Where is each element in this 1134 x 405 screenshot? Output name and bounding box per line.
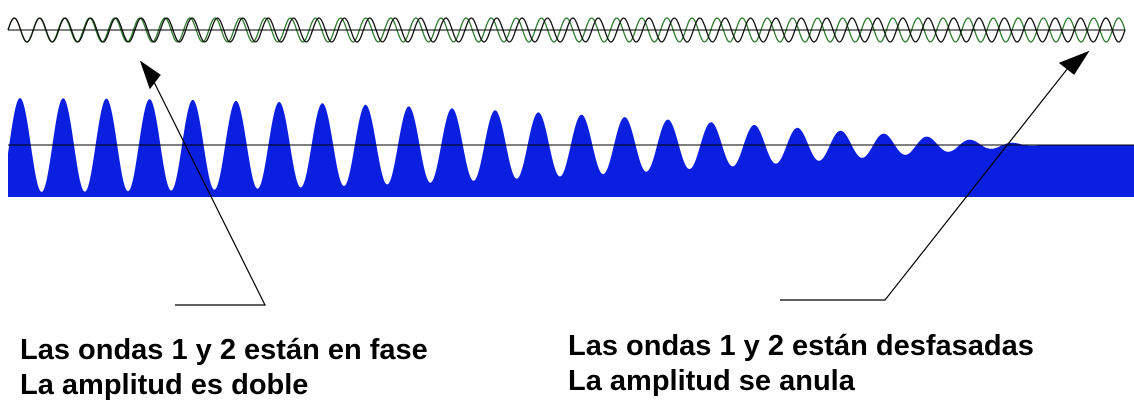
wave-2 xyxy=(7,17,1126,43)
resultant-wave xyxy=(8,98,1134,197)
pointer-right xyxy=(780,50,1090,301)
caption-line: La amplitud es doble xyxy=(20,369,308,401)
caption-line: Las ondas 1 y 2 están desfasadas xyxy=(568,330,1034,362)
pointer-left xyxy=(139,60,266,306)
caption-line: La amplitud se anula xyxy=(568,365,856,397)
caption-line: Las ondas 1 y 2 están en fase xyxy=(20,334,428,366)
